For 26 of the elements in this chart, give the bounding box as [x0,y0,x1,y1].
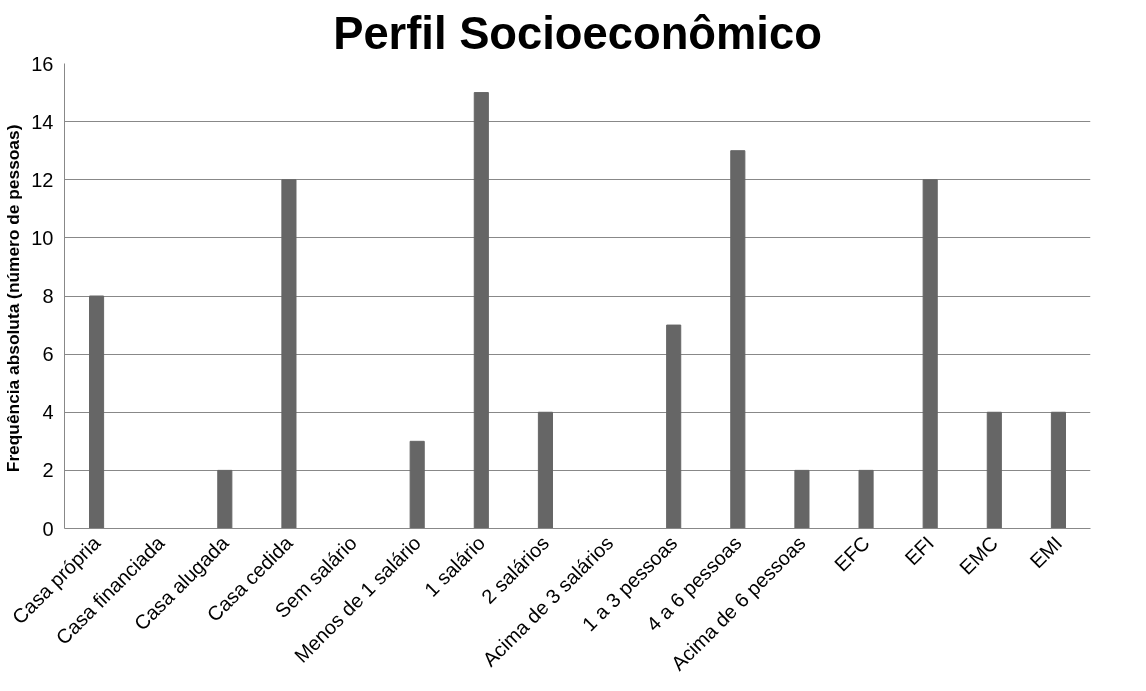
y-tick-label: 10 [31,226,54,249]
x-tick-label: EFI [900,531,938,570]
bar [89,295,105,529]
bar [666,324,682,529]
bar [922,179,938,529]
chart-title: Perfil Socioeconômico [333,7,822,59]
bar [986,411,1002,529]
bar [473,92,489,529]
bar [1050,411,1066,529]
x-tick-label: EMI [1025,531,1067,573]
bar [217,469,233,529]
y-tick-label: 8 [42,285,54,307]
bar [281,179,297,529]
bar [730,150,746,529]
y-tick-label: 2 [42,459,54,482]
y-tick-label: 6 [42,343,54,366]
y-tick-label: 16 [31,52,54,75]
y-tick-label: 12 [31,168,54,191]
bar [794,469,810,529]
bar [537,411,553,529]
y-axis-title: Frequência absoluta (número de pessoas) [3,124,24,473]
y-tick-label: 0 [42,517,54,540]
y-tick-label: 14 [31,110,54,133]
bar [858,469,874,529]
bar [409,440,425,529]
y-tick-label: 4 [42,401,54,424]
